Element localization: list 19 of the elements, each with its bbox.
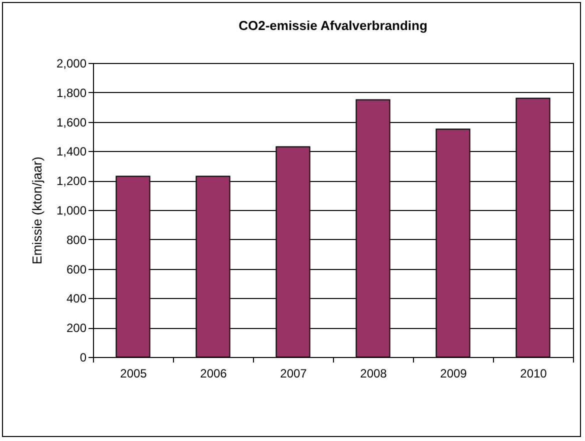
y-tick-label: 200 [66, 321, 87, 336]
y-tick-label: 400 [66, 292, 87, 306]
y-tick-label: 600 [66, 262, 87, 276]
y-tick-label: 0 [80, 350, 87, 364]
x-tick-label: 2009 [440, 366, 468, 380]
y-tick-label: 1,400 [56, 144, 87, 159]
y-tick-label: 1,200 [56, 174, 87, 188]
y-tick-label: 1,000 [56, 204, 87, 218]
y-tick-label: 1,600 [56, 115, 87, 130]
x-tick-label: 2008 [360, 366, 388, 380]
chart-title: CO2-emissie Afvalverbranding [238, 18, 428, 33]
x-tick-label: 2010 [520, 366, 548, 380]
y-tick-label: 2,000 [56, 56, 87, 70]
y-axis-title: Emissie (kton/jaar) [29, 156, 44, 264]
y-tick-label: 800 [66, 232, 87, 247]
x-tick-label: 2007 [280, 366, 308, 380]
x-tick-label: 2006 [200, 366, 228, 380]
y-tick-label: 1,800 [56, 86, 87, 100]
x-tick-label: 2005 [120, 366, 148, 380]
